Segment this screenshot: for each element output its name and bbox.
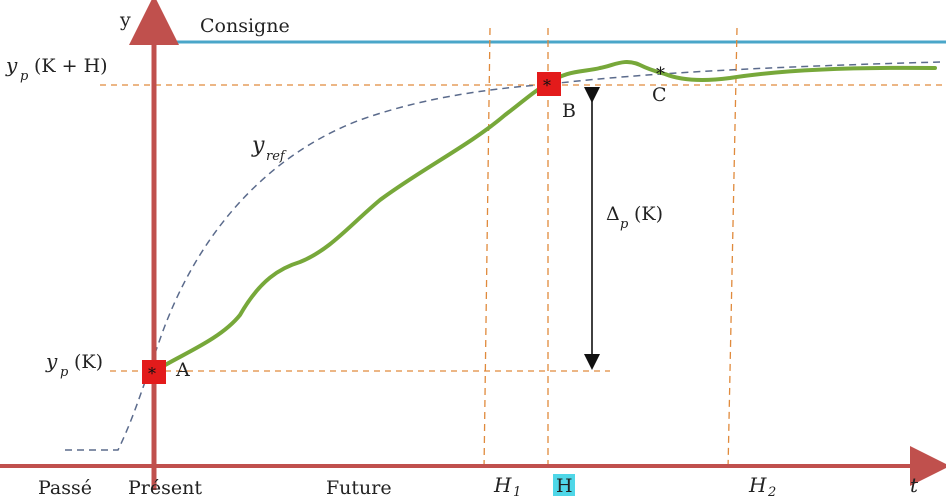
h2-label: H 2: [748, 473, 776, 497]
point-c-label: C: [652, 84, 667, 106]
point-a-star: *: [148, 364, 156, 383]
present-label: Présent: [128, 477, 202, 497]
output-curve: [153, 60, 937, 373]
yref-curve: [65, 61, 941, 451]
past-label: Passé: [38, 477, 92, 497]
h2-line: [727, 27, 738, 471]
point-b-label: B: [562, 100, 576, 122]
h1-label: H 1: [493, 473, 521, 497]
consigne-label: Consigne: [200, 15, 290, 37]
h-label: H: [556, 475, 573, 497]
svg-text:(K + H): (K + H): [34, 55, 108, 77]
svg-text:Δ: Δ: [606, 203, 620, 225]
svg-text:(K): (K): [74, 351, 103, 373]
future-label: Future: [326, 477, 392, 497]
yref-label: y ref: [251, 133, 287, 164]
svg-text:y: y: [5, 53, 18, 77]
svg-text:H: H: [748, 473, 767, 497]
svg-text:y: y: [45, 349, 58, 373]
yp-kh-label: y p (K + H): [5, 53, 108, 84]
y-axis-label: y: [119, 9, 131, 31]
svg-text:p: p: [60, 365, 69, 380]
t-axis-label: t: [910, 473, 919, 497]
yp-k-label: y p (K): [45, 349, 103, 380]
svg-text:ref: ref: [266, 149, 287, 164]
h-highlight: [553, 474, 575, 496]
point-b-star: *: [543, 76, 551, 95]
point-b-marker: [537, 72, 561, 96]
svg-text:1: 1: [513, 485, 521, 497]
h1-line: [483, 27, 491, 471]
svg-text:2: 2: [767, 485, 776, 497]
delta-label: Δ p (K): [606, 203, 663, 232]
point-a-marker: [142, 360, 166, 384]
svg-text:(K): (K): [634, 203, 663, 225]
point-c-star: *: [656, 64, 665, 85]
svg-text:H: H: [493, 473, 512, 497]
svg-text:p: p: [20, 69, 29, 84]
svg-text:y: y: [251, 133, 265, 158]
svg-text:p: p: [620, 217, 629, 232]
point-a-label: A: [175, 359, 190, 381]
